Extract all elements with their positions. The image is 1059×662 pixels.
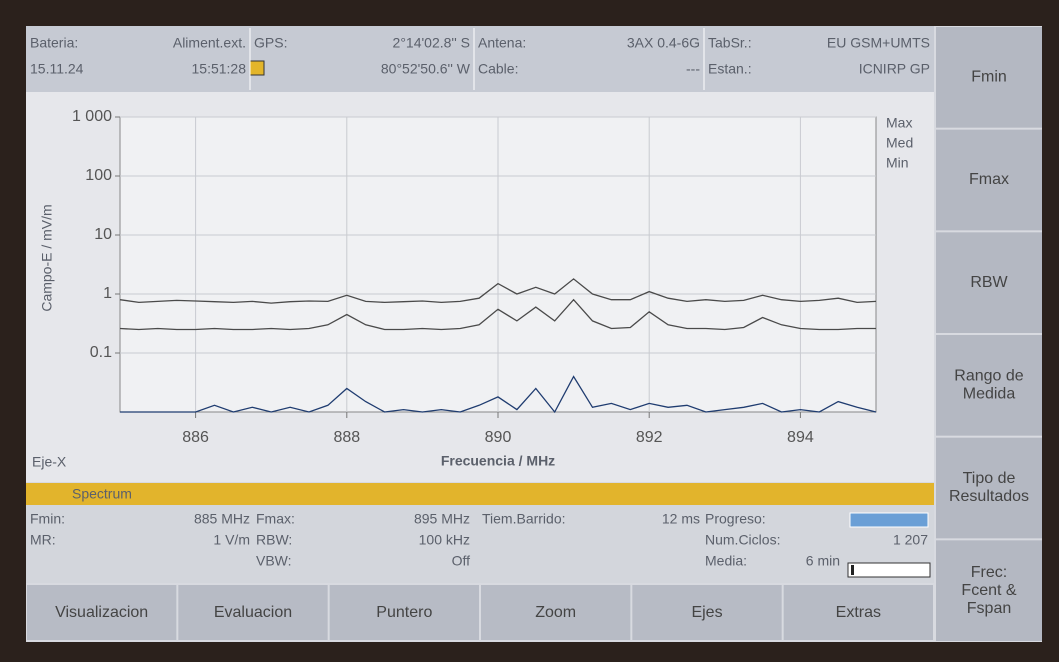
gps-icon [250,61,264,75]
menu-label[interactable]: Ejes [691,604,722,621]
y-tick-label: 0.1 [90,344,112,361]
header-label: 15.11.24 [30,61,84,77]
x-tick-label: 890 [485,429,512,446]
header-value: EU GSM+UMTS [827,35,930,51]
softkey-label[interactable]: Fspan [967,600,1011,617]
softkey-label[interactable]: Rango de [954,368,1023,385]
softkey-label[interactable]: Medida [963,386,1016,403]
header-label: TabSr.: [708,35,752,51]
header-value: Aliment.ext. [173,35,246,51]
legend-entry: Max [886,115,912,131]
y-tick-label: 100 [85,167,112,184]
x-tick-label: 886 [182,429,209,446]
softkey-label[interactable]: Fmax [969,171,1009,188]
header-label: Estan.: [708,61,752,77]
y-tick-label: 1 [103,285,112,302]
y-tick-label: 10 [94,226,112,243]
status-label: Tiem.Barrido: [482,511,566,527]
average-bar [848,563,930,577]
softkey-label[interactable]: Fmin [971,69,1007,86]
header-label: Antena: [478,35,526,51]
x-tick-label: 888 [333,429,360,446]
x-axis-label: Frecuencia / MHz [441,453,555,469]
status-label: Progreso: [705,511,766,527]
softkey-label[interactable]: Tipo de [963,470,1016,487]
status-value: 6 min [806,553,840,569]
x-tick-label: 892 [636,429,663,446]
header-value: 2°14'02.8'' S [393,35,470,51]
header-value: 80°52'50.6'' W [381,61,471,77]
header-label: GPS: [254,35,287,51]
menu-label[interactable]: Evaluacion [214,604,292,621]
y-tick-label: 1 000 [72,108,112,125]
status-value: 1 V/m [213,532,250,548]
x-tick-label: 894 [787,429,814,446]
status-value: 100 kHz [419,532,470,548]
status-value: 1 207 [893,532,928,548]
progress-bar [850,513,928,527]
status-label: Media: [705,553,747,569]
softkey-label[interactable]: RBW [970,274,1008,291]
status-value: Off [452,553,471,569]
header-value: --- [686,61,700,77]
header-value: ICNIRP GP [859,61,930,77]
softkey-label[interactable]: Fcent & [961,582,1016,599]
status-value: 885 MHz [194,511,250,527]
status-panel [26,505,934,583]
status-label: RBW: [256,532,292,548]
menu-label[interactable]: Extras [836,604,881,621]
header-value: 3AX 0.4-6G [627,35,700,51]
average-fill [851,565,854,575]
status-band [26,483,934,505]
menu-label[interactable]: Puntero [376,604,432,621]
header-value: 15:51:28 [192,61,247,77]
header-label: Bateria: [30,35,78,51]
status-label: Fmin: [30,511,65,527]
status-title: Spectrum [72,486,132,502]
softkey-label[interactable]: Frec: [971,564,1007,581]
softkey-label[interactable]: Resultados [949,488,1029,505]
y-axis-label: Campo-E / mV/m [39,204,55,311]
status-label: Fmax: [256,511,295,527]
legend-entry: Min [886,155,909,171]
legend-entry: Med [886,135,913,151]
status-value: 895 MHz [414,511,470,527]
status-label: Num.Ciclos: [705,532,780,548]
menu-label[interactable]: Zoom [535,604,576,621]
status-value: 12 ms [662,511,700,527]
instrument-screen: Bateria: Aliment.ext. 15.11.24 15:51:28 GPS:… [0,0,1059,662]
status-label: MR: [30,532,56,548]
menu-label[interactable]: Visualizacion [55,604,148,621]
status-label: VBW: [256,553,292,569]
header-label: Cable: [478,61,518,77]
x-axis-note: Eje-X [32,454,67,470]
